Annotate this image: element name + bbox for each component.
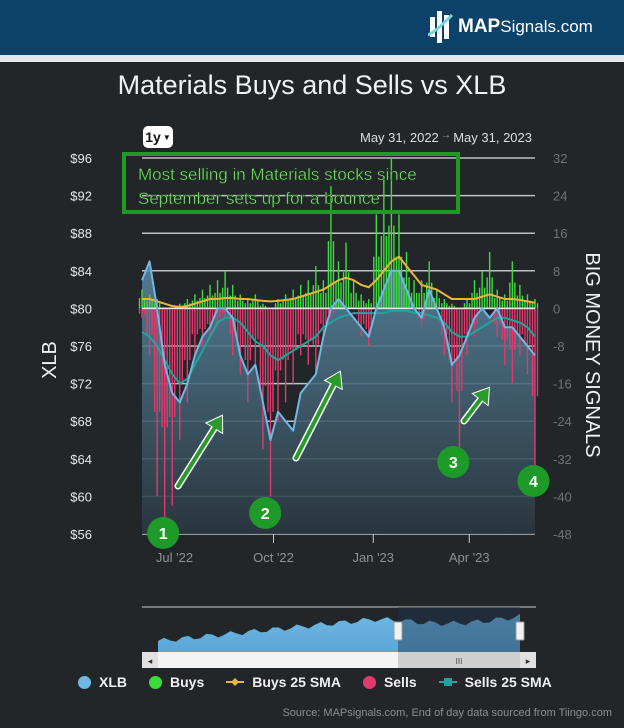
trend-arrow-icon	[460, 386, 491, 425]
y-right-tick-label: 32	[553, 151, 567, 166]
arrow-head	[473, 388, 489, 405]
xlb-area	[142, 261, 535, 534]
annotation-box	[122, 152, 460, 214]
marker-label: 3	[449, 455, 458, 472]
buys-sma-line	[142, 255, 536, 308]
y-right-tick-label: -16	[553, 377, 572, 392]
legend-buys-sma-icon	[226, 678, 245, 686]
y-right-tick-label: -40	[553, 489, 572, 504]
scrollbar-grip-icon: III	[456, 657, 463, 666]
y-left-tick-label: $96	[70, 151, 92, 166]
x-tick-label: Jul '22	[156, 550, 193, 565]
y-left-tick-label: $88	[70, 226, 92, 241]
y-left-tick-label: $76	[70, 339, 92, 354]
range-selector-value: 1y	[145, 129, 161, 145]
date-to[interactable]: May 31, 2023	[453, 130, 532, 145]
header-divider	[0, 55, 624, 62]
navigator-area	[158, 613, 520, 652]
logo-mark-icon	[428, 11, 454, 43]
arrow-shaft	[294, 382, 336, 460]
y-right-tick-label: 24	[553, 189, 567, 204]
logo-brand: MAP	[458, 16, 501, 37]
annotation-text: Most selling in Materials stocks since	[138, 165, 417, 184]
y-left-tick-label: $92	[70, 189, 92, 204]
y-right-tick-label: 16	[553, 226, 567, 241]
legend-sells-icon	[362, 675, 376, 689]
y-left-tick-label: $72	[70, 377, 92, 392]
mapsignals-logo[interactable]: MAP Signals.com	[428, 9, 593, 45]
arrow-head	[325, 372, 342, 389]
legend-buys-icon	[149, 675, 162, 689]
date-range: May 31, 2022 → May 31, 2023	[360, 130, 532, 145]
arrow-right-icon: →	[441, 130, 451, 141]
marker-label: 1	[159, 526, 168, 543]
x-tick-label: Oct '22	[253, 550, 294, 565]
y-right-tick-label: -24	[553, 414, 572, 429]
legend-sells-sma-icon	[438, 678, 457, 686]
scrollbar-thumb[interactable]	[398, 652, 520, 668]
legend-item-sells[interactable]: Sells	[362, 674, 417, 690]
sells-sma-line	[141, 309, 536, 385]
y-left-axis-title: XLB	[39, 341, 61, 379]
y-left-tick-label: $56	[70, 527, 92, 542]
legend-label: Buys	[170, 674, 205, 690]
header-bar	[0, 0, 624, 55]
xlb-line	[141, 260, 536, 441]
y-left-tick-label: $68	[70, 414, 92, 429]
y-left-tick-label: $60	[70, 489, 92, 504]
y-left-tick-label: $80	[70, 301, 92, 316]
trend-arrow-icon	[292, 370, 343, 462]
annotation-text: September sets up for a bounce	[138, 189, 380, 208]
marker-circle	[147, 517, 180, 549]
marker-label: 2	[261, 506, 270, 523]
y-right-tick-label: -8	[553, 339, 565, 354]
arrow-head	[206, 416, 223, 433]
legend-item-sells-sma[interactable]: Sells 25 SMA	[438, 674, 552, 690]
trend-arrow-icon	[174, 414, 224, 490]
marker-label: 4	[529, 474, 538, 491]
marker-circle	[437, 446, 470, 478]
marker-circle	[517, 465, 550, 497]
marker-circle	[249, 497, 282, 529]
chevron-down-icon: ▼	[162, 132, 171, 142]
scroll-left-button[interactable]	[142, 652, 158, 668]
legend-item-buys-sma[interactable]: Buys 25 SMA	[226, 674, 341, 690]
date-from[interactable]: May 31, 2022	[360, 130, 439, 145]
x-tick-label: Apr '23	[449, 550, 490, 565]
y-right-axis-title: BIG MONEY SIGNALS	[581, 252, 603, 457]
y-right-tick-label: 0	[553, 301, 560, 316]
scroll-right-icon: ▸	[526, 656, 531, 666]
legend-xlb-icon	[78, 675, 91, 689]
legend-item-xlb[interactable]: XLB	[78, 674, 127, 690]
y-right-tick-label: -48	[553, 527, 572, 542]
arrow-shaft	[176, 425, 217, 488]
y-left-tick-label: $84	[70, 264, 92, 279]
legend-label: Sells	[383, 674, 417, 690]
navigator-handle[interactable]	[515, 621, 525, 641]
logo-domain: Signals.com	[500, 17, 593, 36]
y-right-tick-label: 8	[553, 264, 560, 279]
y-left-tick-label: $64	[70, 452, 92, 467]
source-note: Source: MAPsignals.com, End of day data …	[282, 707, 612, 719]
chart-legend: XLB Buys Buys 25 SMA Sells Sells 25 SMA	[78, 674, 552, 690]
arrow-shaft	[462, 397, 483, 423]
range-selector-dropdown[interactable]: 1y ▼	[143, 126, 173, 148]
legend-item-buys[interactable]: Buys	[149, 674, 204, 690]
legend-label: Buys 25 SMA	[252, 674, 341, 690]
legend-label: Sells 25 SMA	[464, 674, 552, 690]
navigator-handle[interactable]	[393, 621, 403, 641]
scroll-left-icon: ◂	[148, 656, 153, 666]
navigator-selection	[398, 607, 520, 652]
chart-title: Materials Buys and Sells vs XLB	[117, 70, 507, 100]
legend-label: XLB	[99, 674, 127, 690]
y-right-tick-label: -32	[553, 452, 572, 467]
x-tick-label: Jan '23	[353, 550, 395, 565]
scroll-right-button[interactable]	[520, 652, 536, 668]
